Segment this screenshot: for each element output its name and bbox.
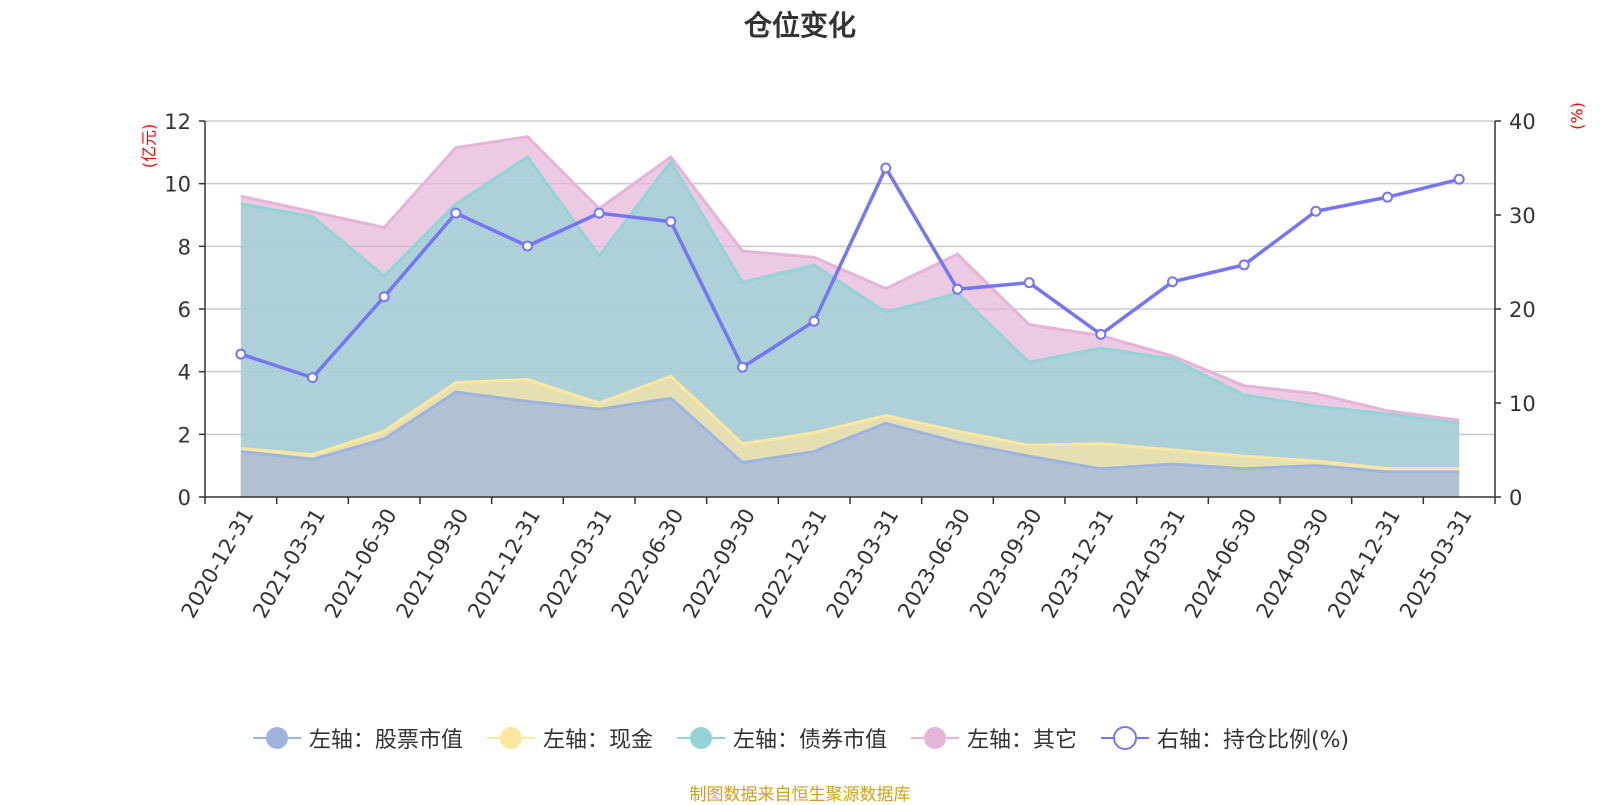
right-axis-tick-label: 30 [1509,204,1536,228]
legend-swatch-icon [485,723,537,753]
ratio-line [240,164,1460,380]
stacked-areas [240,135,1460,498]
axes [199,120,1501,504]
x-axis-tick-label: 2021-06-30 [320,504,402,622]
x-axis-tick-label: 2024-06-30 [1180,505,1262,623]
ratio-point [952,283,963,295]
x-axis-tick-label: 2021-12-31 [463,505,545,623]
left-axis-tick-label: 0 [178,486,191,510]
right-axis-tick-label: 40 [1509,110,1536,134]
ratio-point [808,315,820,327]
left-axis-tick-label: 2 [178,423,191,447]
ratio-point [1167,276,1178,288]
ratio-point [307,372,318,384]
ratio-point [1310,205,1322,217]
left-axis-tick-label: 10 [164,173,191,197]
ratio-point [665,216,677,228]
right-axis-tick-label: 10 [1509,392,1536,416]
legend-item-bond[interactable]: 左轴：债券市值 [675,722,887,754]
x-axis-tick-label: 2022-06-30 [607,505,689,623]
left-axis-tick-label: 4 [178,361,191,385]
area-stock [240,392,1460,497]
x-axis-tick-label: 2025-03-31 [1395,505,1477,623]
ratio-point [522,240,533,252]
area-edge-cash [240,374,1460,471]
ratio-point [593,207,605,219]
legend-item-other[interactable]: 左轴：其它 [909,722,1077,754]
x-axis-tick-label: 2024-09-30 [1252,505,1334,623]
x-axis-tick-label: 2022-12-31 [750,505,832,623]
ratio-line-layer [235,162,1465,384]
right-axis-unit: (%) [1568,102,1587,130]
legend-label: 左轴：其它 [966,728,1077,753]
ratio-point [1453,173,1465,185]
ratio-point [378,291,390,303]
right-axis-tick-label: 0 [1509,486,1522,510]
x-axis-tick-label: 2023-12-31 [1037,505,1119,623]
ratio-point [450,207,462,219]
x-axis-tick-label: 2024-03-31 [1108,505,1190,623]
chart-title: 仓位变化 [743,9,856,42]
x-axis-tick-label: 2021-09-30 [392,505,474,623]
legend-item-stock[interactable]: 左轴：股票市值 [251,722,463,754]
legend: 左轴：股票市值 左轴：现金 左轴：债券市值 左轴：其它 右轴：持仓比例(%) [0,722,1600,754]
x-axis-tick-label: 2020-12-31 [177,505,259,623]
x-axis-tick-label: 2022-09-30 [678,505,760,623]
area-edge-other [240,135,1460,422]
legend-swatch-icon [251,723,303,753]
source-note: 制图数据来自恒生聚源数据库 [689,785,911,805]
x-axis-tick-label: 2023-09-30 [965,505,1047,623]
legend-swatch-icon [909,723,961,753]
x-axis-tick-label: 2024-12-31 [1323,505,1405,623]
ratio-point [737,361,748,373]
x-axis-tick-label: 2022-03-31 [535,505,617,623]
ratio-point [1238,259,1250,271]
ratio-point [1023,277,1035,289]
legend-label: 右轴：持仓比例(%) [1156,728,1350,753]
legend-label: 左轴：股票市值 [308,728,463,753]
ratio-point [880,162,892,174]
legend-label: 左轴：现金 [542,728,653,753]
x-axis-tick-label: 2021-03-31 [248,505,330,623]
area-edge-bond [240,154,1460,425]
area-edge-stock [240,390,1460,474]
x-axis-tick-label: 2023-06-30 [893,505,975,623]
right-axis-tick-label: 20 [1509,298,1536,322]
legend-swatch-icon [1099,723,1151,753]
legend-label: 左轴：债券市值 [732,728,887,753]
legend-item-cash[interactable]: 左轴：现金 [485,722,653,754]
ratio-point [235,348,247,360]
legend-swatch-icon [675,723,727,753]
left-axis-tick-label: 8 [178,235,191,259]
left-axis-tick-label: 12 [164,110,191,134]
legend-item-ratio[interactable]: 右轴：持仓比例(%) [1099,722,1349,754]
x-axis-tick-label: 2023-03-31 [822,505,904,623]
ratio-point [1382,191,1393,203]
ratio-point [1095,328,1107,340]
left-axis-tick-label: 6 [178,298,191,322]
left-axis-unit: (亿元) [140,124,159,169]
